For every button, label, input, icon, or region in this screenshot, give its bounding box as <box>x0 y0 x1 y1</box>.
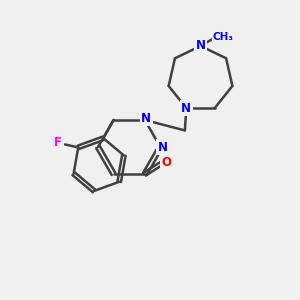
Text: N: N <box>181 102 191 115</box>
Text: F: F <box>54 136 62 149</box>
Text: N: N <box>196 40 206 52</box>
Text: N: N <box>158 140 168 154</box>
Text: N: N <box>141 112 151 125</box>
Text: CH₃: CH₃ <box>213 32 234 42</box>
Text: O: O <box>161 156 172 169</box>
